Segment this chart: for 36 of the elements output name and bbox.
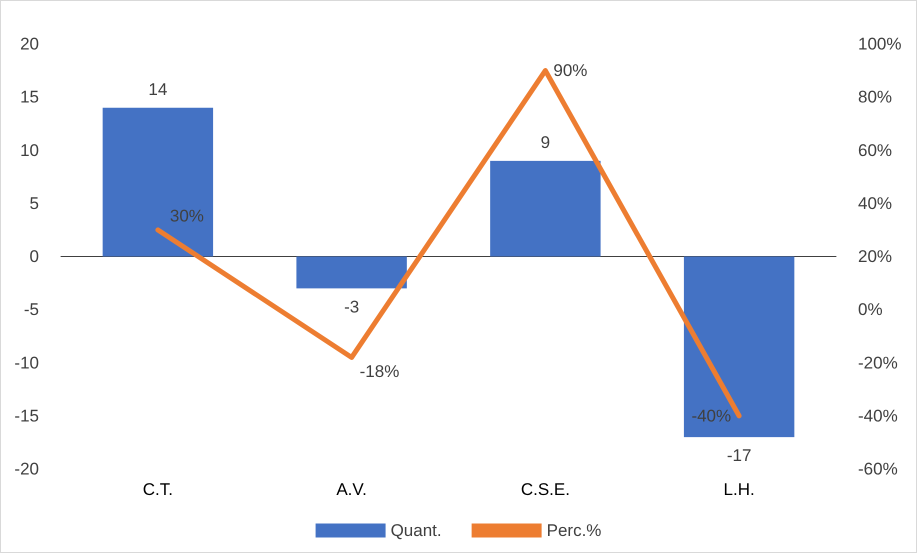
- y2-tick-label: -60%: [858, 460, 898, 478]
- data-label: 30%: [170, 206, 204, 226]
- y-tick-label: 5: [30, 194, 39, 213]
- y-tick-label: 15: [20, 88, 39, 107]
- bar: [296, 256, 407, 288]
- data-label: 90%: [553, 61, 588, 80]
- x-tick-label: L.H.: [724, 480, 755, 499]
- x-tick-label: A.V.: [336, 480, 367, 499]
- data-label: -17: [726, 446, 752, 466]
- y2-tick-label: -40%: [858, 406, 898, 426]
- y2-tick-label: -20%: [858, 353, 898, 372]
- x-tick-label: C.T.: [142, 480, 173, 499]
- data-label: -40%: [691, 406, 732, 426]
- y2-tick-label: 0%: [858, 300, 883, 320]
- bar: [102, 108, 214, 256]
- y2-tick-label: 60%: [858, 140, 892, 160]
- y2-tick-label: 80%: [858, 88, 892, 107]
- y2-tick-label: 20%: [858, 247, 892, 266]
- x-tick-label: C.S.E.: [520, 480, 570, 499]
- data-label: 9: [540, 132, 550, 152]
- y-tick-label: -20: [14, 460, 39, 478]
- bar: [684, 256, 794, 438]
- y-tick-label: -10: [14, 353, 39, 372]
- legend-label: Quant.: [390, 521, 442, 540]
- data-label: -3: [344, 297, 360, 316]
- bar: [490, 160, 601, 256]
- y-tick-label: 0: [30, 247, 39, 266]
- y-tick-label: -15: [14, 406, 39, 426]
- y2-tick-label: 40%: [858, 194, 892, 213]
- data-label: -18%: [360, 362, 400, 381]
- y-tick-label: 20: [20, 34, 39, 54]
- data-label: 14: [148, 80, 168, 99]
- y-tick-label: 10: [20, 140, 39, 160]
- legend-label: Perc.%: [546, 521, 602, 540]
- y2-tick-label: 100%: [858, 34, 902, 54]
- y-tick-label: -5: [24, 300, 39, 320]
